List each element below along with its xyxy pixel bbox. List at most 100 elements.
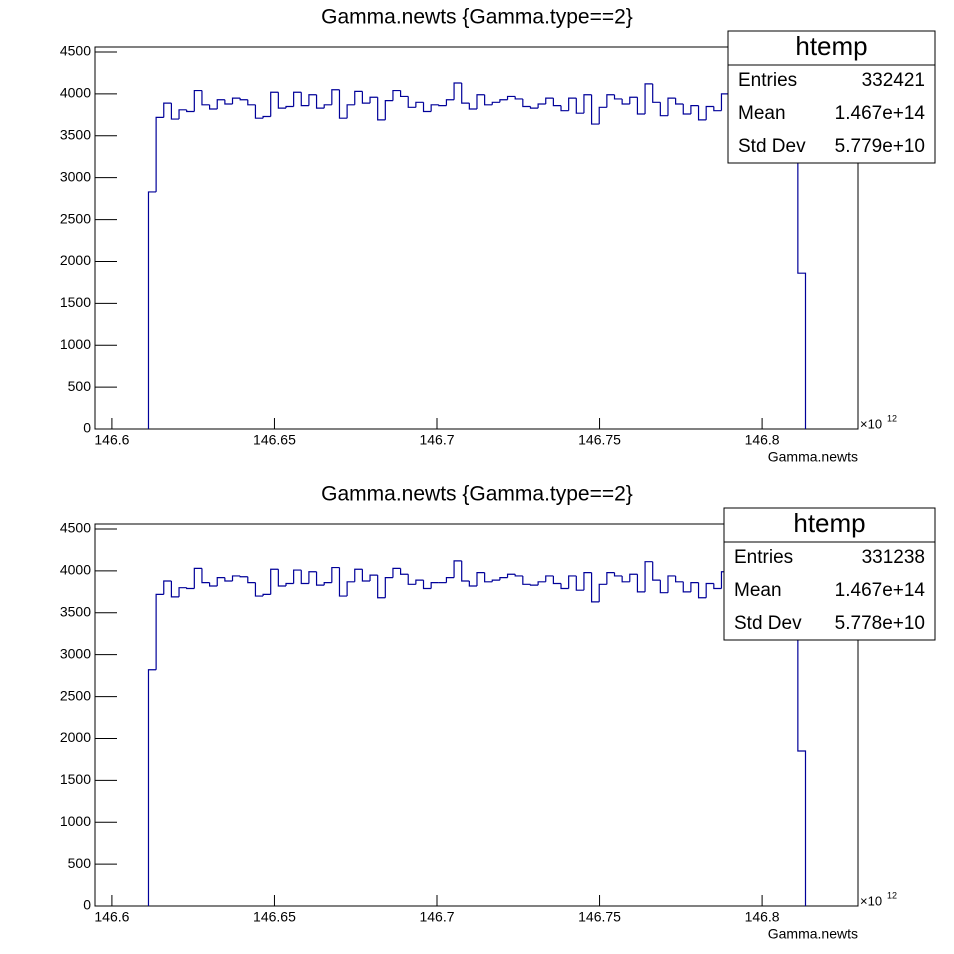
histogram-bin xyxy=(323,104,332,109)
histogram-bin xyxy=(667,97,676,116)
histogram-bin xyxy=(293,569,302,584)
y-tick-label: 3500 xyxy=(60,127,91,143)
histogram-bin xyxy=(690,582,699,592)
histogram-bin xyxy=(193,89,202,112)
histogram-bin xyxy=(506,573,516,578)
histogram-bin xyxy=(346,581,355,597)
histogram-bin xyxy=(529,106,539,109)
stats-value: 1.467e+14 xyxy=(835,580,926,601)
x-multiplier-exponent: 12 xyxy=(887,413,897,423)
x-tick-label: 146.65 xyxy=(253,432,296,448)
histogram-bin xyxy=(667,575,676,593)
histogram-bin xyxy=(201,568,210,584)
stats-label: Std Dev xyxy=(734,613,802,634)
histogram-bin xyxy=(247,99,256,106)
histogram-bin xyxy=(514,574,523,577)
y-tick-label: 3000 xyxy=(60,645,91,661)
y-tick-label: 4000 xyxy=(60,562,91,578)
stats-label: Mean xyxy=(734,580,782,601)
histogram-bin xyxy=(629,573,638,582)
histogram-bin xyxy=(399,90,409,98)
histogram-bin xyxy=(575,575,584,591)
histogram-bin xyxy=(476,571,485,586)
histogram-bin xyxy=(522,98,531,108)
histogram-bin xyxy=(636,97,646,115)
histogram-bin xyxy=(270,568,279,595)
histogram-bin xyxy=(377,575,386,599)
histogram-bin xyxy=(484,572,493,583)
plot-frame xyxy=(94,46,859,430)
x-tick-label: 146.7 xyxy=(419,432,454,448)
histogram-bin xyxy=(201,90,210,106)
y-tick-label: 0 xyxy=(83,420,91,436)
histogram-bin xyxy=(644,561,653,592)
histogram-bin xyxy=(377,97,386,121)
histogram-bin xyxy=(461,83,470,104)
histogram-bin xyxy=(315,571,325,586)
histogram-bin xyxy=(254,104,264,119)
histogram-bin xyxy=(621,575,630,583)
x-tick-label: 146.6 xyxy=(94,432,129,448)
histogram-bin xyxy=(621,98,630,105)
histogram-bin xyxy=(652,83,661,103)
histogram-bin xyxy=(636,574,646,593)
histogram-bin xyxy=(652,561,661,581)
histogram-bin xyxy=(583,571,592,591)
histogram-bin xyxy=(315,94,325,109)
histogram-bin xyxy=(178,109,187,120)
histogram-bin xyxy=(147,191,157,429)
histogram-bin xyxy=(705,105,714,120)
y-tick-label: 1500 xyxy=(60,294,91,310)
histogram-bin xyxy=(797,584,807,906)
stats-label: Std Dev xyxy=(738,136,806,157)
histogram-bin xyxy=(575,98,584,114)
histogram-bin xyxy=(361,91,371,104)
histogram-bin xyxy=(430,104,439,112)
x-tick-label: 146.8 xyxy=(745,432,780,448)
histogram-bin xyxy=(468,103,477,110)
histogram-bin xyxy=(338,89,348,119)
histogram-bin xyxy=(438,104,447,107)
histogram-bin xyxy=(216,99,225,109)
histogram-bin xyxy=(484,94,493,106)
histogram-bin xyxy=(308,571,317,584)
histogram-bin xyxy=(407,574,416,585)
histogram-bin xyxy=(644,83,653,115)
y-tick-label: 2500 xyxy=(60,210,91,226)
histogram-bin xyxy=(568,575,577,589)
histogram-bin xyxy=(629,96,638,104)
histogram-bin xyxy=(697,105,707,121)
histogram-bin xyxy=(445,577,455,583)
histogram-bin xyxy=(338,567,348,597)
y-tick-label: 3500 xyxy=(60,604,91,620)
stats-title: htemp xyxy=(793,508,865,538)
y-tick-label: 0 xyxy=(83,897,91,913)
plot-frame xyxy=(94,523,859,907)
histogram-bin xyxy=(224,577,233,582)
histogram-bin xyxy=(453,560,462,578)
histogram-bin xyxy=(415,579,424,585)
histogram-bin xyxy=(499,577,508,581)
histogram-bin xyxy=(705,582,714,598)
histogram-bin xyxy=(522,575,531,585)
histogram-bin xyxy=(186,109,195,113)
histogram-bin xyxy=(499,99,508,103)
histogram-bin xyxy=(659,102,668,117)
histogram-bin xyxy=(415,101,424,108)
histogram-bin xyxy=(797,106,807,429)
histogram-bin xyxy=(170,580,180,598)
histogram-bin xyxy=(384,577,393,598)
histogram-bin xyxy=(468,580,477,587)
histogram-bin xyxy=(277,92,286,109)
histogram-bin xyxy=(399,568,409,575)
histogram-bin xyxy=(331,566,340,583)
chart-title: Gamma.newts {Gamma.type==2} xyxy=(321,6,633,29)
histogram-bin xyxy=(308,94,317,106)
histogram-bin xyxy=(300,92,309,107)
histogram-bin xyxy=(331,89,340,105)
histogram-bin xyxy=(682,103,691,115)
histogram-bin xyxy=(430,582,439,589)
histogram-bin xyxy=(407,96,416,108)
y-tick-label: 4500 xyxy=(60,43,91,59)
